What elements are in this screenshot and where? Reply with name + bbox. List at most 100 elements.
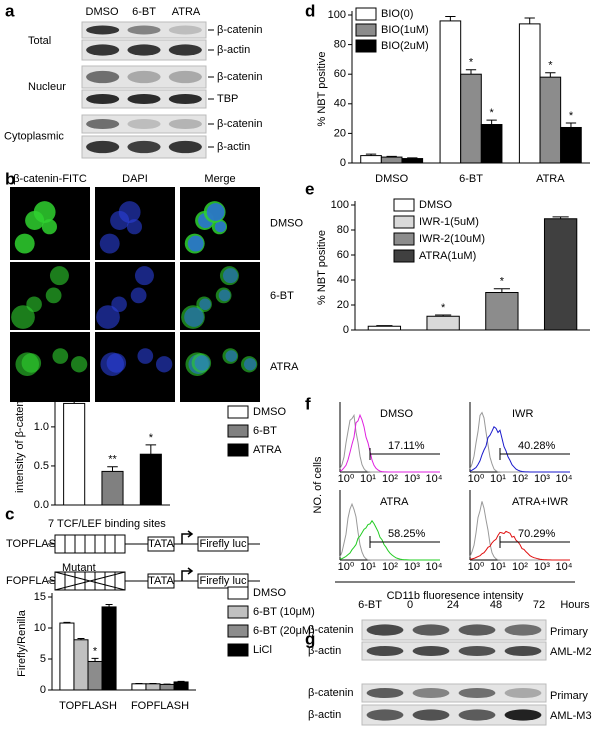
legend-label: LiCl [253, 644, 272, 656]
x-tick-label: DMSO [375, 173, 408, 185]
label: 40.28% [518, 440, 556, 452]
label: ATRA [380, 496, 409, 508]
panel-letter: e [305, 179, 314, 198]
bar [439, 20, 462, 164]
label: 10⁰ [468, 561, 485, 573]
error-bar [545, 72, 556, 78]
legend-swatch [355, 39, 377, 53]
error-bar [552, 216, 569, 219]
cell [137, 348, 154, 364]
label: 10⁴ [426, 561, 443, 573]
error-bar [524, 17, 535, 24]
blot-band [127, 70, 161, 84]
label: β-actin [217, 44, 250, 56]
luc-box [197, 573, 249, 589]
significance: * [149, 432, 154, 444]
label: DMSO [86, 6, 119, 18]
label: TOPFLASH [6, 538, 64, 550]
y-tick-label: 0 [40, 684, 46, 696]
label: 24 [447, 599, 459, 611]
label: 7 TCF/LEF binding sites [48, 518, 166, 530]
histogram [339, 519, 440, 561]
label: Primary [550, 690, 588, 702]
label: 10¹ [490, 561, 506, 573]
bar [159, 683, 175, 691]
legend-swatch [355, 7, 377, 21]
label: 6-BT [270, 290, 294, 302]
blot-band [168, 44, 202, 56]
significance: ** [108, 454, 117, 466]
blot-band [127, 140, 161, 154]
legend-swatch [227, 605, 249, 619]
cell [11, 305, 35, 329]
label: 10² [512, 561, 528, 573]
label: 10³ [534, 561, 550, 573]
panel-letter: d [305, 1, 315, 20]
error-bar [63, 621, 71, 624]
x-tick-label: 6-BT [459, 173, 483, 185]
cell [33, 201, 56, 223]
blot-band [86, 118, 120, 130]
x-tick-label: TOPFLASH [59, 700, 117, 712]
panel-letter: b [5, 169, 15, 188]
label: Primary [550, 626, 588, 638]
label: TATA [148, 538, 174, 550]
label: 0 [407, 599, 413, 611]
blot-band [458, 709, 496, 721]
y-tick-label: 60 [334, 68, 346, 80]
error-bar [435, 314, 452, 317]
gate [499, 448, 570, 460]
label: 10⁰ [338, 473, 355, 485]
bar [460, 73, 482, 164]
y-tick-label: 1.0 [34, 421, 49, 433]
site-box [94, 571, 106, 591]
site-box [114, 534, 126, 554]
blot-band [86, 25, 120, 35]
label: 17.11% [388, 440, 425, 452]
legend-label: 6-BT [253, 425, 277, 437]
error-bar [445, 15, 456, 21]
label: TBP [217, 93, 238, 105]
legend-label: ATRA(1uM) [419, 250, 476, 262]
legend-label: BIO(0) [381, 8, 413, 20]
error-bar [386, 155, 397, 158]
cell [49, 266, 69, 286]
label: β-catenin-FITC [13, 173, 87, 185]
cell [187, 235, 204, 252]
blot-band [366, 709, 404, 721]
label: β-catenin [217, 71, 262, 83]
error-bar [145, 444, 157, 455]
bar [145, 683, 161, 691]
label: Merge [204, 173, 235, 185]
legend-swatch [227, 405, 249, 419]
y-tick-label: 80 [337, 224, 349, 236]
bar [380, 156, 403, 164]
blot-strip [361, 683, 547, 703]
legend-label: DMSO [419, 199, 452, 211]
label: IWR [512, 408, 533, 420]
blot-band [86, 70, 120, 84]
gate [499, 536, 570, 548]
legend-label: DMSO [253, 587, 286, 599]
label: β-actin [308, 645, 341, 657]
error-bar [493, 288, 510, 293]
label: 10³ [534, 473, 550, 485]
label: β-catenin [217, 24, 262, 36]
histogram [339, 413, 440, 473]
bar [426, 315, 460, 331]
bar [101, 470, 124, 506]
panel-letter: g [305, 629, 315, 648]
site-box [74, 571, 86, 591]
y-tick-label: 5 [40, 653, 46, 665]
blot-band [168, 140, 202, 154]
y-tick-label: 100 [331, 199, 349, 211]
cell [96, 305, 120, 329]
label: 10¹ [360, 473, 376, 485]
y-axis-label: % NBT positive [316, 52, 328, 127]
label: TATA [148, 575, 174, 587]
blot-band [412, 687, 450, 699]
blot-strip [361, 619, 547, 641]
blot-band [168, 93, 202, 105]
label: ATRA [172, 6, 201, 18]
blot-band [504, 645, 542, 657]
